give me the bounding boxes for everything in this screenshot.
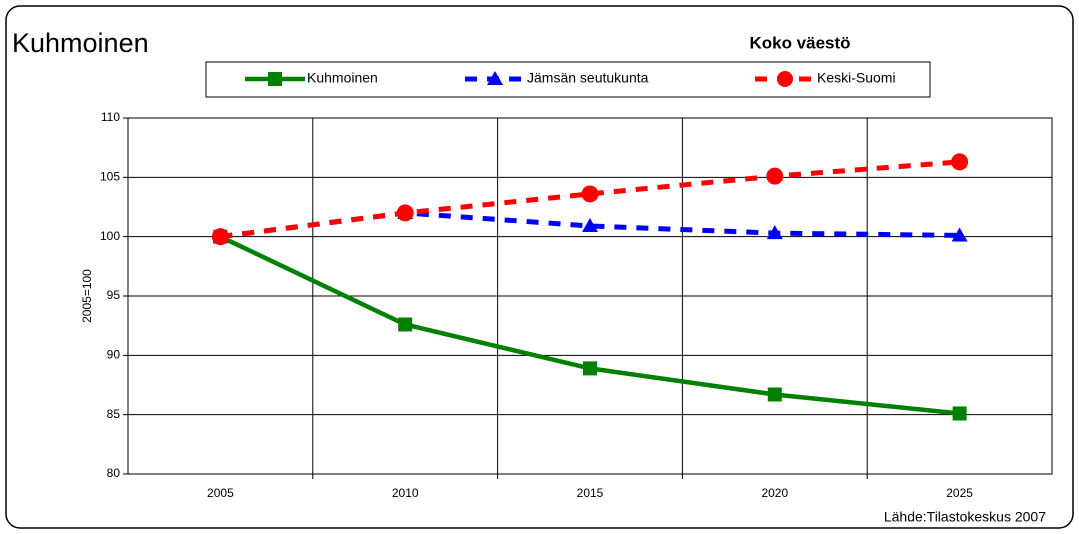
series-line [220, 159, 960, 240]
legend-marker [487, 71, 503, 85]
y-tick-label: 95 [107, 288, 121, 302]
subtitle: Koko väestö [749, 33, 850, 52]
marker [583, 361, 597, 376]
y-tick-label: 100 [100, 229, 120, 243]
marker [767, 387, 782, 402]
series-line [220, 210, 960, 240]
marker [766, 167, 784, 185]
marker [766, 225, 783, 240]
y-tick-label: 110 [101, 110, 120, 124]
marker [952, 406, 967, 421]
marker [581, 185, 599, 203]
x-tick-label: 2010 [392, 486, 419, 500]
legend-label: Kuhmoinen [307, 70, 378, 86]
marker [951, 227, 968, 242]
y-tick-label: 90 [107, 348, 121, 362]
x-tick-label: 2020 [761, 486, 788, 500]
legend-label: Jämsän seutukunta [527, 70, 649, 86]
y-tick-label: 85 [107, 407, 121, 421]
marker [398, 317, 413, 332]
x-tick-label: 2025 [946, 486, 973, 500]
chart-title: Kuhmoinen [12, 28, 149, 58]
y-tick-label: 80 [107, 466, 121, 480]
marker [951, 153, 969, 171]
y-tick-label: 105 [100, 170, 120, 184]
legend-marker [268, 72, 282, 86]
legend-marker [777, 71, 793, 87]
legend-label: Keski-Suomi [817, 70, 896, 86]
x-tick-label: 2015 [577, 486, 604, 500]
x-tick-label: 2005 [207, 486, 234, 500]
marker [396, 204, 414, 222]
source: Lähde:Tilastokeskus 2007 [884, 509, 1046, 525]
marker [582, 217, 598, 232]
y-axis-label: 2005=100 [80, 269, 94, 323]
marker [211, 228, 229, 246]
